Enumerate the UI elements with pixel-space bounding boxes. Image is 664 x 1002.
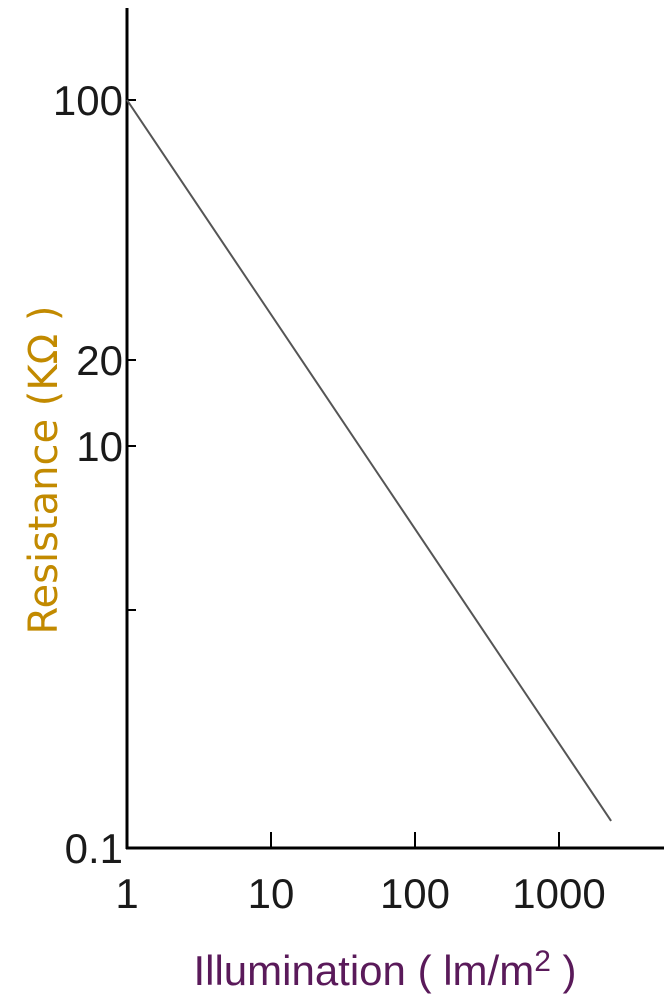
y-tick-label: 0.1: [65, 825, 123, 872]
series: [126, 99, 612, 822]
x-tick-label: 100: [380, 870, 450, 917]
series-line: [126, 99, 612, 822]
x-tick-label: 1: [115, 870, 138, 917]
y-tick-label: 20: [76, 337, 123, 384]
y-tick-label: 10: [76, 423, 123, 470]
x-axis-label-close: ): [551, 947, 577, 994]
y-tick-label: 100: [53, 77, 123, 124]
x-axis-label-sup: 2: [534, 945, 551, 978]
x-axis-label-main: Illumination ( lm/m: [193, 947, 534, 994]
ticks: 1 10 100 1000 100 20 10 0.1: [53, 77, 606, 917]
x-tick-label: 1000: [512, 870, 605, 917]
axes: [125, 8, 664, 850]
y-axis-label: Resistance (KΩ ): [21, 306, 67, 635]
x-axis-label: Illumination ( lm/m2 ): [193, 945, 576, 994]
x-tick-label: 10: [248, 870, 295, 917]
